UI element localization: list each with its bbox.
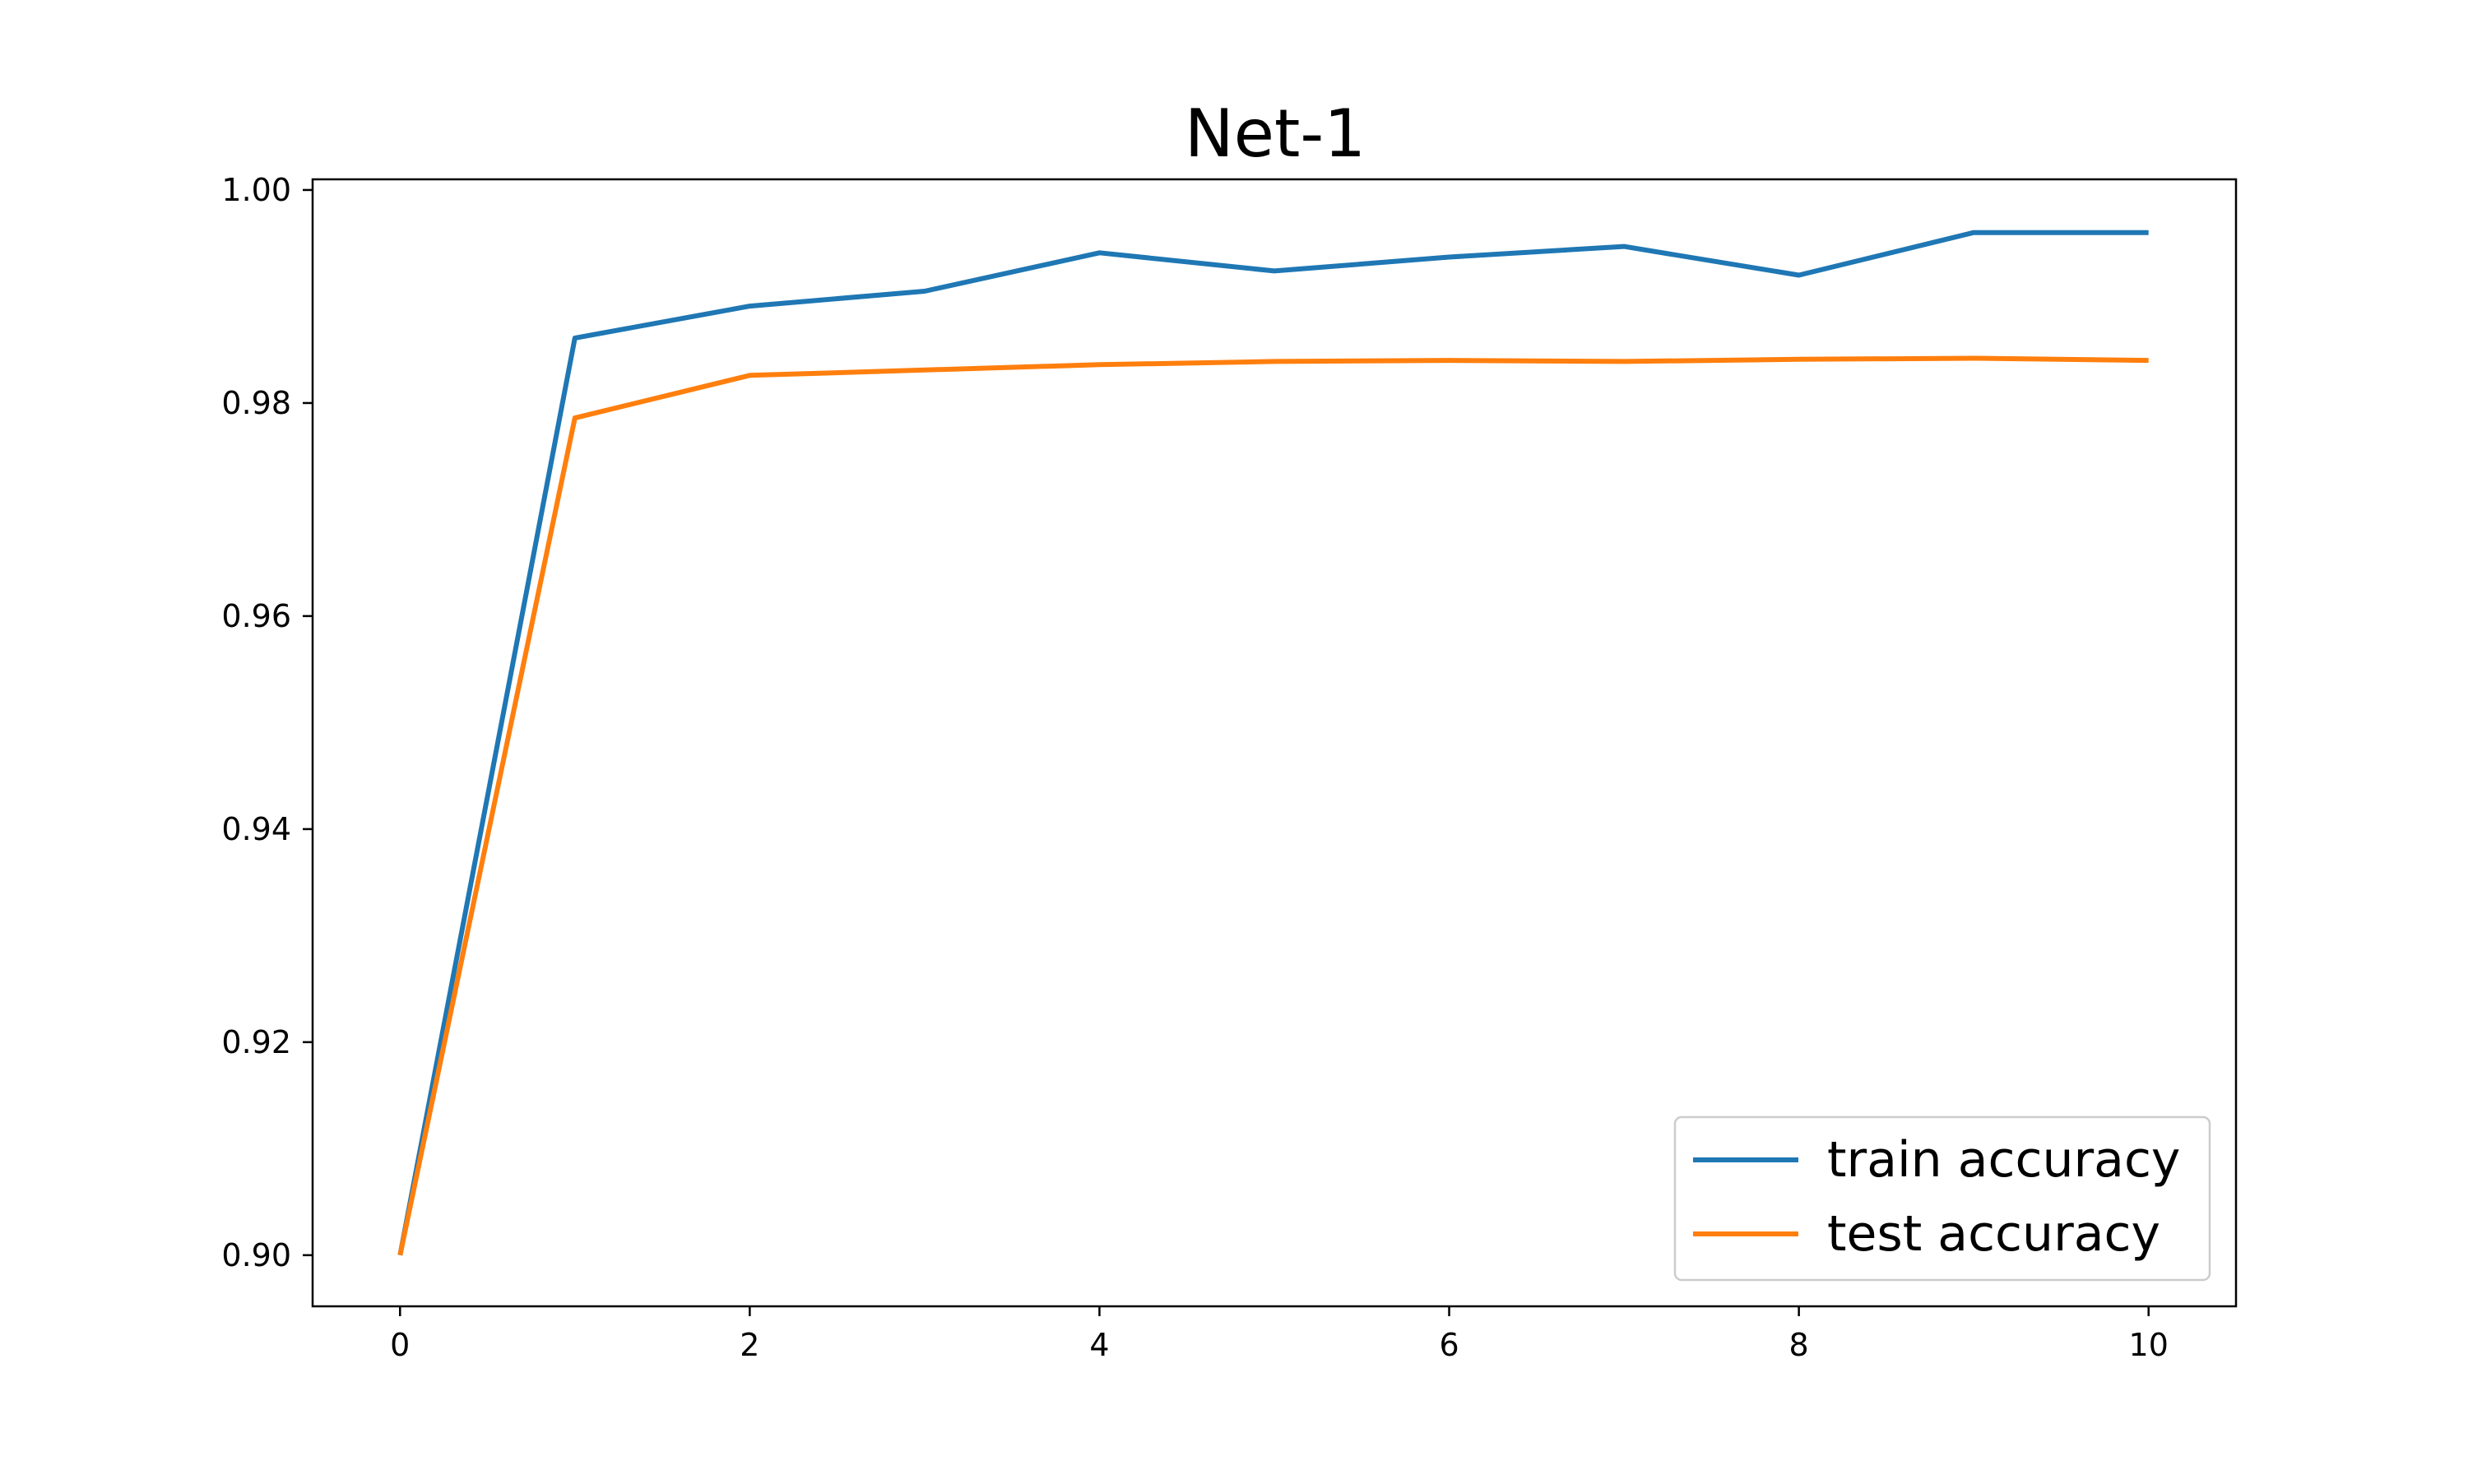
x-tick-label: 10 — [2129, 1327, 2169, 1363]
y-tick-label: 0.92 — [221, 1024, 291, 1060]
y-tick-label: 1.00 — [221, 172, 291, 208]
y-tick-label: 0.90 — [221, 1237, 291, 1273]
legend: train accuracy test accuracy — [1673, 1115, 2211, 1282]
x-tick-label: 4 — [1089, 1327, 1109, 1363]
x-tick-label: 8 — [1789, 1327, 1809, 1363]
legend-label: test accuracy — [1827, 1205, 2160, 1263]
x-tick-label: 6 — [1439, 1327, 1459, 1363]
x-tick-label: 0 — [390, 1327, 410, 1363]
series-line-test-accuracy — [397, 355, 2149, 1256]
y-tick-label: 0.94 — [221, 811, 291, 847]
y-tick-label: 0.96 — [221, 598, 291, 634]
plot-frame — [311, 178, 2238, 1308]
legend-box — [1673, 1115, 2211, 1282]
plot-area — [397, 230, 2149, 1256]
legend-label: train accuracy — [1827, 1131, 2180, 1189]
axes: 0 2 4 6 8 10 0.90 0.92 0.94 0.96 0.98 1.00 — [221, 172, 2169, 1363]
chart-title: Net-1 — [1185, 95, 1366, 172]
series-line-train-accuracy — [397, 230, 2149, 1256]
y-tick-label: 0.98 — [221, 385, 291, 421]
x-tick-label: 2 — [740, 1327, 759, 1363]
